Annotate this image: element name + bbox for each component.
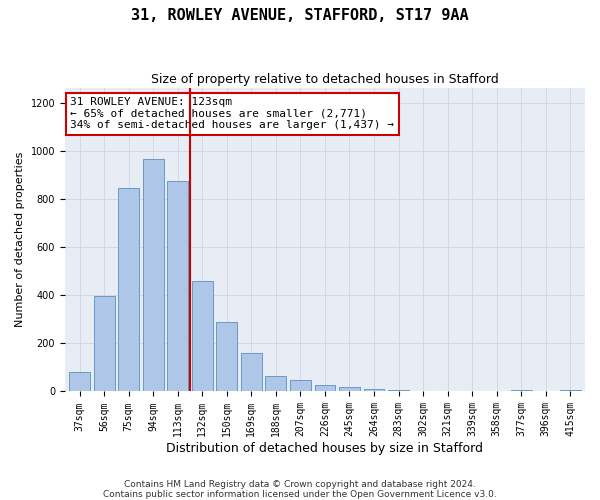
Bar — [217, 322, 237, 392]
X-axis label: Distribution of detached houses by size in Stafford: Distribution of detached houses by size … — [166, 442, 484, 455]
Bar — [511, 390, 532, 392]
Bar — [94, 296, 115, 392]
Title: Size of property relative to detached houses in Stafford: Size of property relative to detached ho… — [151, 72, 499, 86]
Bar — [290, 380, 311, 392]
Bar — [364, 389, 385, 392]
Bar — [241, 353, 262, 392]
Text: Contains HM Land Registry data © Crown copyright and database right 2024.
Contai: Contains HM Land Registry data © Crown c… — [103, 480, 497, 499]
Bar — [339, 387, 360, 392]
Bar — [314, 384, 335, 392]
Bar — [192, 280, 213, 392]
Bar — [69, 372, 90, 392]
Bar — [265, 376, 286, 392]
Y-axis label: Number of detached properties: Number of detached properties — [15, 152, 25, 328]
Bar — [560, 390, 581, 392]
Bar — [388, 390, 409, 392]
Bar — [413, 390, 434, 392]
Text: 31, ROWLEY AVENUE, STAFFORD, ST17 9AA: 31, ROWLEY AVENUE, STAFFORD, ST17 9AA — [131, 8, 469, 22]
Bar — [143, 159, 164, 392]
Text: 31 ROWLEY AVENUE: 123sqm
← 65% of detached houses are smaller (2,771)
34% of sem: 31 ROWLEY AVENUE: 123sqm ← 65% of detach… — [70, 97, 394, 130]
Bar — [118, 188, 139, 392]
Bar — [167, 181, 188, 392]
